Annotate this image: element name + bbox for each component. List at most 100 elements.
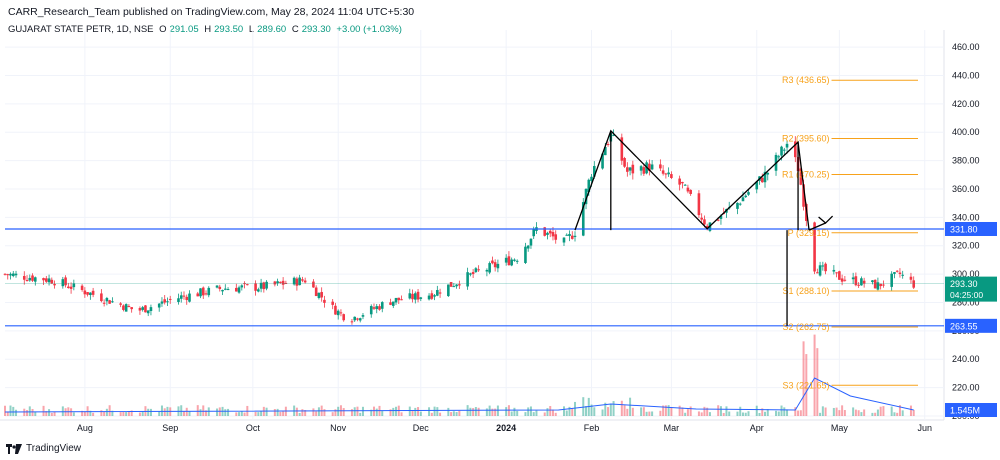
candle-body: [452, 286, 456, 288]
candle-body: [138, 308, 142, 311]
candle-body: [469, 273, 472, 275]
symbol-name[interactable]: GUJARAT STATE PETR, 1D, NSE: [8, 24, 154, 35]
pivot-label-s2: S2 (262.75): [783, 322, 830, 332]
volume-tag: [945, 403, 997, 417]
candle-body: [744, 195, 748, 198]
candle-body: [292, 277, 296, 285]
candle-body: [254, 283, 257, 291]
volume-bar: [243, 412, 246, 416]
volume-bar: [447, 407, 450, 416]
candle-body: [356, 318, 359, 320]
candle-body: [686, 187, 690, 192]
tradingview-logo[interactable]: TradingView: [6, 443, 81, 454]
volume-bar: [375, 408, 378, 416]
candle-body: [667, 172, 670, 175]
volume-bar: [224, 409, 227, 416]
volume-bar: [15, 409, 18, 416]
candle-body: [840, 278, 844, 282]
volume-bar: [626, 408, 629, 416]
volume-bar: [703, 406, 706, 416]
price-axis-tag: [945, 318, 997, 333]
volume-bar: [160, 405, 163, 416]
volume-bar: [257, 412, 260, 416]
candle-body: [689, 189, 692, 194]
candle-body: [824, 263, 827, 272]
candle-body: [543, 227, 547, 236]
volume-bar: [648, 411, 651, 416]
volume-bar: [188, 411, 191, 416]
candle-body: [331, 301, 334, 305]
volume-bar: [216, 408, 219, 416]
volume-bar: [48, 409, 51, 416]
pivot-label-s3: S3 (221.65): [783, 380, 830, 390]
volume-bar: [414, 407, 417, 416]
volume-bar: [629, 397, 632, 416]
candle-body: [816, 272, 819, 274]
candle-body: [488, 263, 491, 273]
price-axis-tag-label: 331.80: [950, 224, 978, 234]
candle-body: [25, 280, 29, 282]
candle-body: [144, 305, 147, 313]
volume-bar: [664, 405, 667, 416]
candle-body: [515, 260, 519, 262]
volume-bar: [821, 406, 824, 416]
volume-bar: [182, 411, 185, 416]
candle-body: [485, 269, 489, 272]
candle-body: [413, 293, 417, 300]
volume-bar: [722, 412, 725, 416]
volume-bar: [452, 411, 455, 416]
volume-bar: [304, 410, 307, 416]
candle-body: [551, 232, 555, 237]
x-tick-label: Nov: [330, 423, 347, 433]
volume-bar: [562, 406, 565, 416]
candle-body: [835, 272, 838, 274]
candle-body: [408, 293, 412, 299]
candle-body: [50, 279, 54, 284]
volume-bar: [31, 408, 34, 416]
candle-body: [449, 282, 453, 287]
candle-body: [895, 270, 899, 272]
volume-bar: [353, 407, 356, 416]
candle-body: [427, 295, 431, 300]
candle-body: [86, 292, 89, 295]
volume-bar: [323, 409, 326, 416]
volume-bar: [103, 411, 106, 416]
candle-body: [69, 286, 73, 289]
candle-body: [474, 268, 478, 273]
candle-body: [794, 141, 797, 158]
candle-body: [838, 271, 841, 280]
volume-bar: [496, 405, 499, 416]
volume-bar: [532, 412, 535, 416]
candle-body: [273, 281, 277, 285]
candle-body: [235, 287, 238, 292]
volume-bar: [582, 397, 585, 416]
candle-body: [570, 235, 574, 239]
candle-body: [683, 184, 687, 186]
volume-bar: [802, 341, 805, 416]
candle-body: [477, 269, 480, 271]
volume-bar: [681, 407, 684, 416]
y-tick-label: 240.00: [952, 354, 980, 364]
volume-bar: [890, 406, 893, 416]
volume-bar: [593, 407, 596, 416]
candle-body: [821, 265, 825, 267]
candle-body: [813, 222, 816, 272]
volume-bar: [389, 409, 392, 416]
volume-bar: [392, 407, 395, 416]
candle-body: [397, 297, 401, 301]
candle-body: [678, 178, 681, 185]
candle-body: [53, 283, 56, 286]
volume-bar: [725, 406, 728, 416]
volume-bar: [799, 410, 802, 416]
candle-body: [130, 307, 133, 310]
volume-bar: [640, 407, 643, 416]
candle-body: [223, 288, 227, 290]
candle-body: [851, 277, 855, 280]
y-tick-label: 440.00: [952, 70, 980, 80]
candle-body: [642, 167, 646, 174]
last-price-label: 293.30: [950, 279, 978, 289]
candle-body: [91, 290, 95, 295]
candle-body: [912, 280, 916, 288]
price-axis-tag-label: 263.55: [950, 321, 978, 331]
